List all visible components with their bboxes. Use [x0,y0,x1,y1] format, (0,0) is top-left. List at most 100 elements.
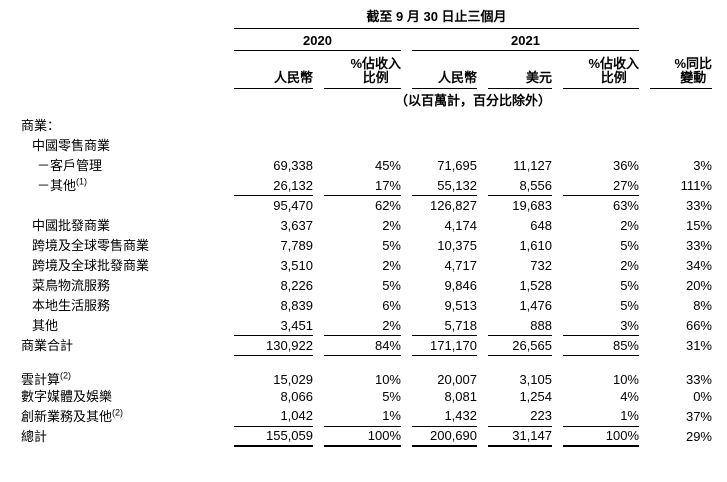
table-header: 截至 9 月 30 日止三個月 2020 2021 人民幣 %佔收入 比例 人民 [11,7,712,116]
row-label: 跨境及全球零售商業 [11,236,223,256]
row-label: 本地生活服務 [11,296,223,316]
cell-yoy-pct: 31% [685,338,712,354]
cell-pct-2021: 63% [612,198,639,214]
table-row: －客戶管理 69,338 45% 71,695 11,127 36% 3% [11,156,712,176]
segment-revenue-table: 截至 9 月 30 日止三個月 2020 2021 人民幣 %佔收入 比例 人民 [0,7,723,447]
cell-usd-2021: 648 [530,218,552,234]
row-label: 雲計算(2) [11,356,223,387]
row-label: 中國批發商業 [11,216,223,236]
cell-yoy-pct [650,136,712,156]
cell-usd-2021: 1,476 [519,298,552,314]
cell-pct-2020 [324,136,401,156]
table-row: －其他(1) 26,132 17% 55,132 8,556 27% 111% [11,176,712,196]
row-label-text: 跨境及全球批發商業 [32,258,150,274]
cell-pct-2020: 5% [382,388,401,404]
row-label-text: 跨境及全球零售商業 [32,238,150,254]
cell-usd-2021: 1,254 [519,388,552,404]
cell-pct-2021: 27% [563,176,639,196]
cell-usd-2021: 11,127 [513,158,552,174]
row-label-text: －客戶管理 [37,158,103,174]
col-header-rmb-2021: 人民幣 [412,51,477,90]
cell-yoy-pct: 66% [685,318,712,334]
cell-rmb-2020: 155,059 [234,427,313,447]
row-label-text: 其他 [32,318,59,334]
cell-yoy-pct: 37% [685,408,712,424]
row-label: 菜鳥物流服務 [11,276,223,296]
cell-pct-2020 [324,116,401,136]
cell-pct-2020: 2% [382,218,401,234]
row-label: 商業合計 [11,336,223,356]
cell-rmb-2020: 1,042 [234,407,313,427]
table-row: 95,470 62% 126,827 19,683 63% 33% [11,196,712,216]
row-label-text: 本地生活服務 [32,298,111,314]
units-note: （以百萬計，百分比除外） [394,93,551,109]
cell-rmb-2020: 7,789 [280,238,313,254]
cell-yoy-pct [650,116,712,136]
cell-pct-2020: 2% [382,258,401,274]
cell-usd-2021: 19,683 [512,198,552,214]
cell-rmb-2020: 8,226 [280,278,313,294]
footnote-superscript: (2) [112,407,124,418]
cell-pct-2020: 45% [374,158,401,174]
header-spacer [11,7,223,29]
cell-pct-2021: 1% [563,407,639,427]
units-note-row: （以百萬計，百分比除外） [11,89,712,116]
cell-usd-2021 [488,136,552,156]
cell-yoy-pct: 3% [693,158,712,174]
cell-usd-2021: 732 [530,258,552,274]
cell-pct-2021: 2% [620,258,639,274]
cell-pct-2021: 85% [563,336,639,356]
table-row: 跨境及全球批發商業 3,510 2% 4,717 732 2% 34% [11,256,712,276]
pct-header-line1: %佔收入 [588,56,639,71]
cell-pct-2020: 2% [324,316,401,336]
header-spacer [650,7,712,29]
cell-usd-2021: 223 [488,407,552,427]
row-label: 創新業務及其他(2) [11,407,223,427]
cell-rmb-2020: 8,066 [280,388,313,404]
cell-rmb-2021: 9,846 [444,278,477,294]
row-label: 其他 [11,316,223,336]
table-row: 中國零售商業 [11,136,712,156]
table-row: 跨境及全球零售商業 7,789 5% 10,375 1,610 5% 33% [11,236,712,256]
row-label-text: －其他 [37,178,77,194]
table-row: 商業： [11,116,712,136]
cell-rmb-2020: 3,510 [280,258,313,274]
cell-yoy-pct: 33% [685,238,712,254]
cell-rmb-2021: 71,695 [437,158,477,174]
table-row: 本地生活服務 8,839 6% 9,513 1,476 5% 8% [11,296,712,316]
header-spacer [650,29,712,52]
cell-pct-2020: 17% [324,176,401,196]
cell-pct-2021: 2% [620,218,639,234]
period-header: 截至 9 月 30 日止三個月 [234,7,639,29]
cell-rmb-2021: 10,375 [437,238,477,254]
row-label-text: 商業合計 [21,338,74,354]
col-header-pct-2021: %佔收入 比例 [563,51,639,90]
cell-pct-2021: 100% [563,427,639,447]
cell-rmb-2021: 5,718 [412,316,477,336]
cell-rmb-2021: 4,174 [444,218,477,234]
row-label-text: 雲計算 [21,371,61,387]
year-header-row: 2020 2021 [11,29,712,52]
cell-rmb-2020: 3,451 [234,316,313,336]
cell-yoy-pct: 29% [685,428,712,444]
cell-usd-2021: 8,556 [488,176,552,196]
cell-usd-2021: 3,105 [519,371,552,387]
table-row: 商業合計 130,922 84% 171,170 26,565 85% 31% [11,336,712,356]
page: 截至 9 月 30 日止三個月 2020 2021 人民幣 %佔收入 比例 人民 [0,7,723,447]
cell-pct-2021: 5% [620,238,639,254]
yoy-header-line1: %同比 [674,56,712,71]
period-header-row: 截至 9 月 30 日止三個月 [11,7,712,29]
col-header-rmb-2020: 人民幣 [234,51,313,90]
cell-pct-2021 [563,116,639,136]
cell-rmb-2020 [234,136,313,156]
cell-pct-2021: 5% [620,278,639,294]
column-header-row: 人民幣 %佔收入 比例 人民幣 美元 %佔收入 比例 [11,51,712,90]
row-label: 商業： [11,116,223,136]
cell-rmb-2020: 26,132 [234,176,313,196]
cell-rmb-2021 [412,116,477,136]
cell-pct-2021: 5% [620,298,639,314]
table-row: 菜鳥物流服務 8,226 5% 9,846 1,528 5% 20% [11,276,712,296]
pct-header-line2: 比例 [600,69,627,85]
cell-rmb-2021: 8,081 [444,388,477,404]
cell-rmb-2020: 95,470 [273,198,313,214]
